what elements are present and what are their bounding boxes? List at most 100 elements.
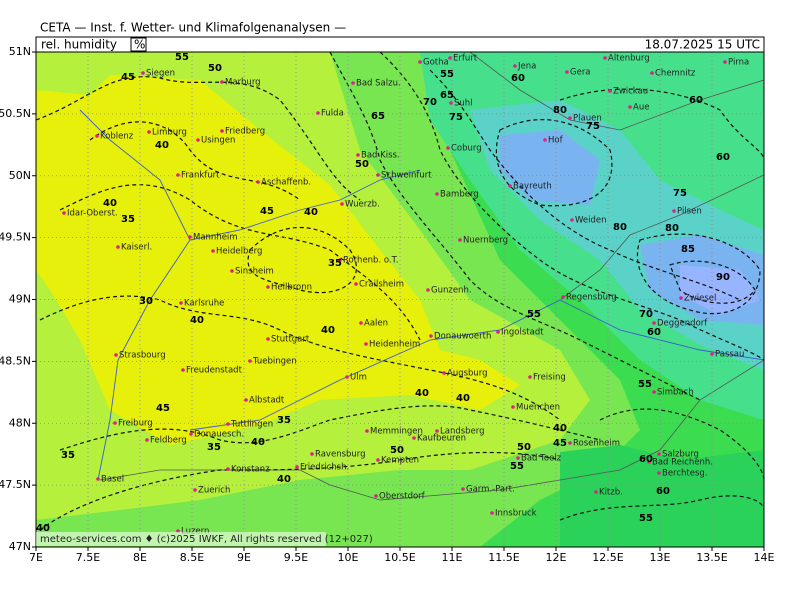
city-label: Wuerzb.	[345, 200, 380, 210]
city-label: Friedberg	[225, 127, 265, 137]
city-label: Ingolstadt	[501, 328, 544, 338]
contour-label: 35	[207, 442, 221, 453]
city-label: Bad Toelz	[521, 454, 562, 464]
city-label: Feldberg	[150, 436, 187, 446]
city-label: Siegen	[146, 69, 175, 79]
x-tick-label: 9E	[237, 551, 251, 564]
city-marker	[496, 330, 500, 334]
city-label: Landsberg	[440, 427, 485, 437]
contour-label: 55	[639, 513, 653, 524]
city-label: Suhl	[454, 99, 473, 109]
city-marker	[351, 81, 355, 85]
city-marker	[568, 441, 572, 445]
contour-label: 40	[36, 523, 50, 534]
city-label: Innsbruck	[495, 509, 537, 519]
city-label: Karlsruhe	[184, 299, 224, 309]
contour-label: 75	[586, 121, 600, 132]
city-label: Jena	[517, 62, 536, 72]
contour-label: 50	[355, 159, 369, 170]
city-label: Nuernberg	[463, 236, 508, 246]
contour-label: 35	[61, 450, 75, 461]
city-marker	[657, 452, 661, 456]
city-label: Ulm	[350, 373, 367, 383]
contour-label: 45	[260, 206, 274, 217]
contour	[559, 495, 764, 521]
border-cz	[559, 174, 764, 301]
city-marker	[565, 70, 569, 74]
city-label: Pirna	[728, 58, 749, 68]
city-label: Bad Salzu.	[356, 79, 401, 89]
city-label: Erfurt	[453, 54, 478, 64]
city-marker	[244, 398, 248, 402]
city-label: Pilsen	[677, 207, 702, 217]
city-marker	[365, 429, 369, 433]
contour-label: 35	[328, 258, 342, 269]
city-label: Ravensburg	[315, 450, 366, 460]
city-label: Fulda	[321, 109, 344, 119]
city-marker	[376, 458, 380, 462]
border-south	[99, 359, 764, 501]
y-tick-label: 50.5N	[0, 107, 31, 120]
city-label: Kaufbeuren	[417, 434, 466, 444]
city-marker	[679, 296, 683, 300]
contour-label: 55	[510, 461, 524, 472]
y-tick-label: 50N	[9, 169, 31, 182]
contour	[429, 69, 741, 301]
city-label: Donauesch.	[194, 430, 244, 440]
city-label: Regensburg	[566, 293, 617, 303]
city-marker	[96, 477, 100, 481]
city-marker	[220, 129, 224, 133]
city-marker	[508, 184, 512, 188]
footer-bg	[36, 532, 326, 546]
city-label: Schweinfurt	[381, 171, 432, 181]
city-marker	[435, 429, 439, 433]
city-label: Plauen	[573, 114, 602, 124]
city-marker	[295, 465, 299, 469]
city-marker	[426, 288, 430, 292]
city-marker	[113, 421, 117, 425]
river-main	[189, 169, 421, 241]
city-label: Freudenstadt	[186, 366, 243, 376]
city-marker	[354, 282, 358, 286]
city-label: Rosenheim	[573, 439, 620, 449]
datetime: 18.07.2025 15 UTC	[645, 38, 760, 52]
city-label: Marburg	[225, 78, 261, 88]
contour-label: 55	[638, 379, 652, 390]
city-label: Altenburg	[608, 54, 650, 64]
city-marker	[188, 235, 192, 239]
city-label: Coburg	[451, 144, 482, 154]
city-label: Berchtesg.	[662, 469, 708, 479]
city-label: Augsburg	[447, 369, 488, 379]
contour-label: 90	[716, 272, 730, 283]
city-marker	[652, 390, 656, 394]
city-marker	[145, 438, 149, 442]
contour	[636, 233, 761, 315]
x-tick-label: 7.5E	[76, 551, 100, 564]
contour-label: 40	[415, 388, 429, 399]
contour-label: 60	[639, 454, 653, 465]
city-marker	[528, 375, 532, 379]
city-marker	[448, 56, 452, 60]
city-marker	[449, 101, 453, 105]
city-marker	[189, 432, 193, 436]
contour-label: 80	[665, 223, 679, 234]
city-label: Stuttgart	[271, 335, 310, 345]
x-tick-label: 9.5E	[284, 551, 308, 564]
contour	[59, 405, 601, 451]
city-label: Frankfurt	[181, 171, 220, 181]
x-tick-label: 8E	[133, 551, 147, 564]
city-label: Gunzenh.	[431, 286, 472, 296]
city-marker	[570, 218, 574, 222]
contour	[39, 451, 561, 531]
city-marker	[657, 471, 661, 475]
city-marker	[226, 422, 230, 426]
city-marker	[147, 130, 151, 134]
city-marker	[310, 452, 314, 456]
contour-label: 80	[613, 222, 627, 233]
city-label: Basel	[101, 475, 124, 485]
city-label: Kitzb.	[599, 488, 623, 498]
contour-label: 40	[155, 140, 169, 151]
city-label: Kempten	[381, 456, 419, 466]
city-label: Aue	[633, 103, 649, 113]
